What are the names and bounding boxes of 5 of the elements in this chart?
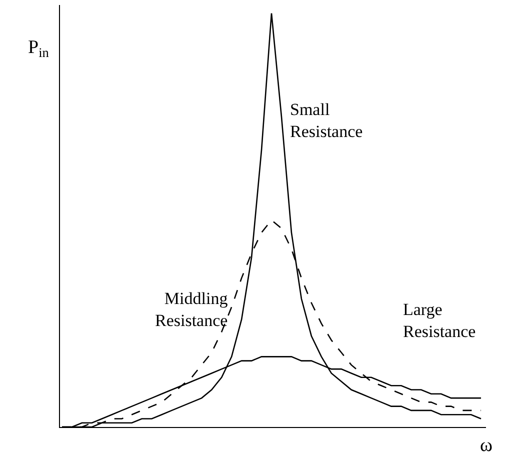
series-label: Small Resistance	[290, 100, 363, 142]
y-axis-title: P$_{in}$	[28, 37, 50, 60]
x-axis-title: ω	[480, 435, 493, 452]
series-label: Middling Resistance	[155, 289, 228, 330]
text: Large Resistance	[403, 300, 476, 342]
